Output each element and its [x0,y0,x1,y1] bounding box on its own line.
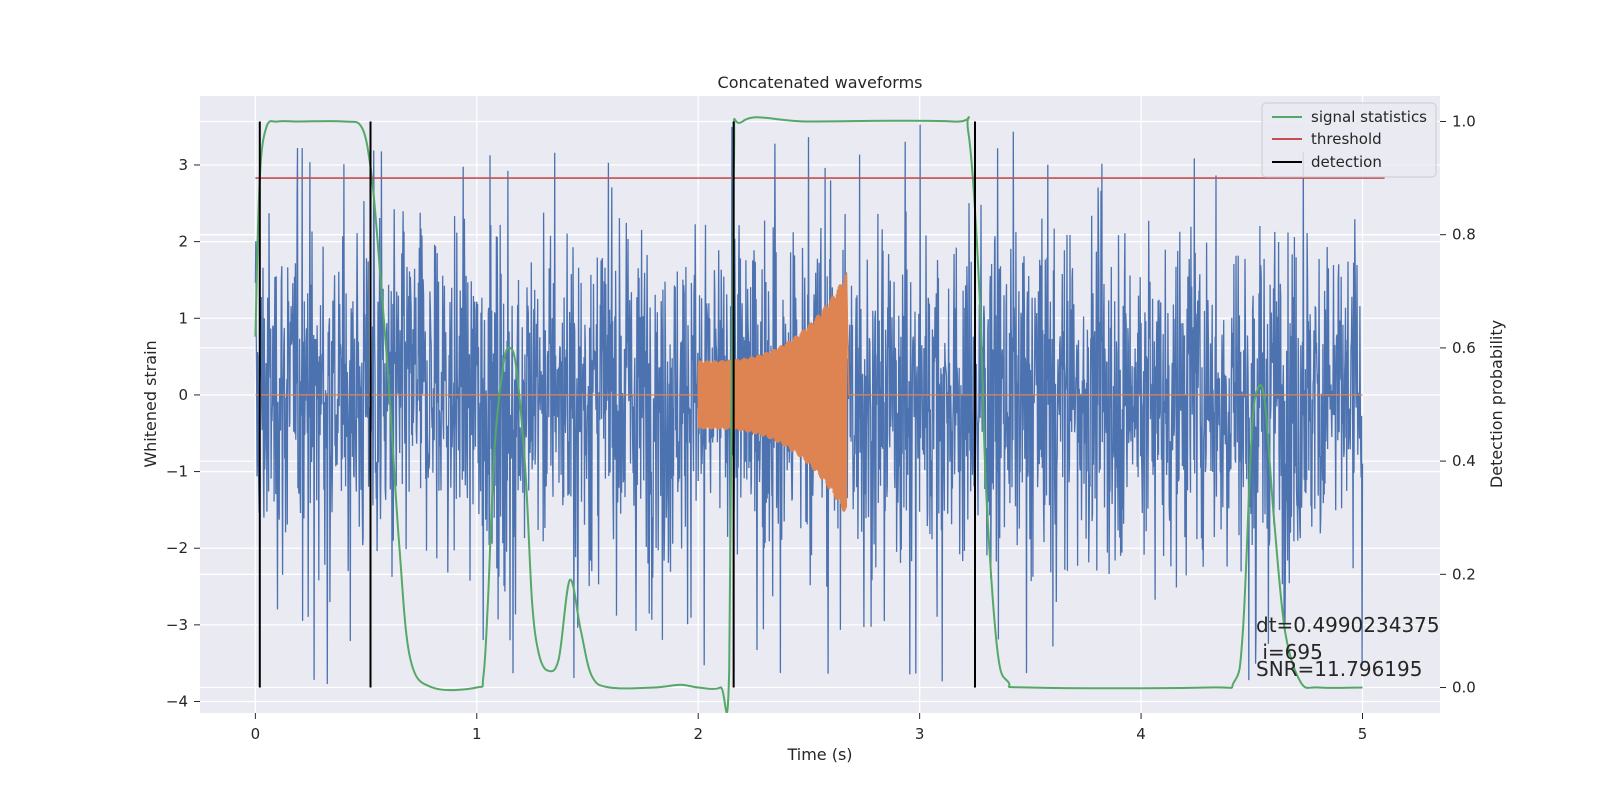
template-series-line [255,272,1363,512]
y-tick-label: 1 [178,309,188,327]
right-tick-label: 0.0 [1452,679,1476,697]
x-tick-label: 3 [915,725,925,743]
right-tick-label: 1.0 [1452,112,1476,130]
legend-label-detection: detection [1311,153,1382,171]
y-tick-label: 3 [178,156,188,174]
annotations: dt=0.4990234375 i=695 SNR=11.796195 [1256,613,1440,681]
right-axis-label: Detection probability [1487,320,1506,488]
chart-title: Concatenated waveforms [718,73,923,92]
annotation-index: i=695 [1256,640,1323,664]
right-tick-label: 0.4 [1452,452,1476,470]
x-axis-label: Time (s) [786,745,852,764]
x-tick-label: 4 [1136,725,1146,743]
y-tick-label: −1 [166,463,188,481]
x-tick-label: 5 [1358,725,1368,743]
x-tick-label: 2 [693,725,703,743]
y-tick-label: 0 [178,386,188,404]
y-axis-ticks: −4 −3 −2 −1 0 1 2 3 [166,156,200,711]
right-axis-ticks: 0.0 0.2 0.4 0.6 0.8 1.0 [1440,112,1476,697]
right-tick-label: 0.6 [1452,339,1476,357]
right-tick-label: 0.2 [1452,565,1476,583]
x-axis-ticks: 0 1 2 3 4 5 [251,713,1368,743]
y-tick-label: −4 [166,693,188,711]
y-tick-label: −2 [166,539,188,557]
legend-label-signal-statistics: signal statistics [1311,108,1427,126]
legend-box [1261,102,1437,178]
annotation-snr: SNR=11.796195 [1256,657,1422,681]
legend-label-threshold: threshold [1311,130,1382,148]
right-tick-label: 0.8 [1452,226,1476,244]
x-tick-label: 1 [472,725,482,743]
x-tick-label: 0 [251,725,261,743]
y-axis-label: Whitened strain [141,340,160,467]
y-tick-label: −3 [166,616,188,634]
y-tick-label: 2 [178,233,188,251]
annotation-dt: dt=0.4990234375 [1256,613,1440,637]
legend: signal statistics threshold detection [1261,102,1437,178]
signal-statistics-line [254,116,1363,713]
detection-lines [258,121,976,688]
